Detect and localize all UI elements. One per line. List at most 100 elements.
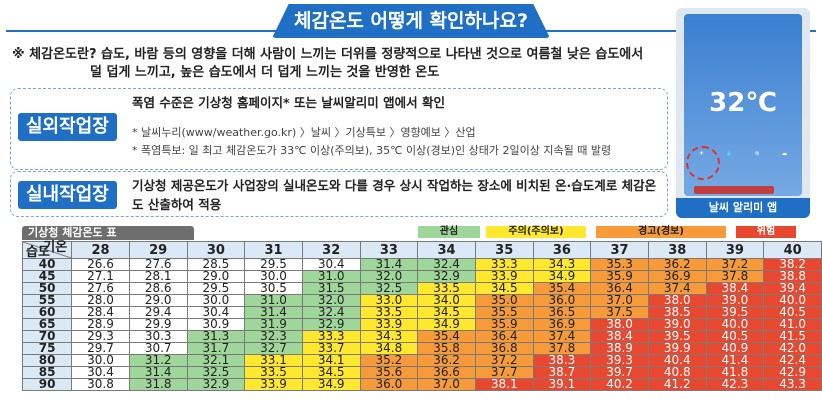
table-cell: 36.2 [417,354,476,367]
temp-header: 29 [128,241,188,259]
corner-temp-label: 기온 [43,240,68,255]
humidity-header: 85 [21,366,73,379]
humidity-header: 90 [21,378,73,391]
temp-header: 34 [417,241,476,259]
temp-header: 32 [301,241,361,259]
humidity-header: 40 [21,258,73,271]
table-cell: 38.8 [763,270,822,283]
table-row: 55 28.0 29.0 30.0 31.0 32.0 33.0 34.0 35.0 36.0 37… [21,294,822,307]
table-cell: 42.0 [763,342,822,355]
table-cell: 39.4 [763,282,822,295]
outdoor-bullet-2: * 폭염특보: 일 최고 체감온도가 33℃ 이상(주의보), 35℃ 이상(경… [132,144,612,157]
humidity-header: 45 [21,270,73,283]
table-cell: 29.5 [244,258,303,271]
table-cell: 30.0 [71,354,130,367]
table-cell: 41.4 [705,354,765,367]
humidity-header: 70 [21,330,73,343]
temp-header: 31 [244,241,303,259]
table-cell: 33.3 [301,330,361,343]
table-cell: 36.0 [359,378,419,391]
table-cell: 40.8 [647,366,707,379]
table-cell: 33.5 [244,366,303,379]
table-cell: 32.0 [301,294,361,307]
table-cell: 33.9 [244,378,303,391]
note-line-1: ※ 체감온도란? 습도, 바람 등의 영향을 더해 사람이 느끼는 더위를 정량… [12,47,644,62]
table-cell: 39.7 [590,366,649,379]
table-cell: 35.4 [532,282,592,295]
table-cell: 39.5 [647,330,707,343]
table-cell: 41.2 [647,378,707,391]
heat-index-table: 기온 습도 28 29 30 31 32 33 34 35 36 37 38 39 40 40 26.6 27.6… [21,240,822,391]
table-cell: 31.8 [128,378,188,391]
table-cell: 28.0 [71,294,130,307]
table-cell: 37.4 [647,282,707,295]
table-cell: 36.0 [532,294,592,307]
table-cell: 35.8 [417,342,476,355]
table-cell: 37.0 [590,294,649,307]
table-cell: 42.4 [763,354,822,367]
table-cell: 34.8 [359,342,419,355]
temp-header: 40 [763,241,822,259]
definition-note: ※ 체감온도란? 습도, 바람 등의 영향을 더해 사람이 느끼는 더위를 정량… [12,46,682,82]
table-cell: 30.8 [71,378,130,391]
table-cell: 34.9 [301,378,361,391]
table-cell: 37.2 [474,354,534,367]
table-row: 75 29.7 30.7 31.7 32.7 33.7 34.8 35.8 36.8 37.8 38… [21,342,822,355]
table-cell: 32.4 [417,258,476,271]
table-cell: 35.9 [590,270,649,283]
table-cell: 39.0 [705,294,765,307]
table-cell: 39.3 [590,354,649,367]
table-cell: 28.6 [128,282,188,295]
table-cell: 35.0 [474,294,534,307]
table-cell: 30.5 [244,282,303,295]
table-cell: 32.5 [359,282,419,295]
table-cell: 27.6 [128,258,188,271]
temp-header: 30 [186,241,246,259]
table-cell: 37.8 [705,270,765,283]
legend-level-2: 주의(주의보) [486,226,586,238]
table-cell: 40.4 [647,354,707,367]
table-corner: 기온 습도 [21,240,73,259]
table-cell: 36.4 [474,330,534,343]
table-row: 40 26.6 27.6 28.5 29.5 30.4 31.4 32.4 33.3 34.3 35… [21,258,822,271]
phone-label: 날씨 알리미 앱 [676,198,810,218]
legend-level-4: 위험 [736,226,796,238]
table-cell: 32.9 [186,378,246,391]
indoor-text: 기상청 제공온도가 사업장의 실내온도와 다를 경우 상시 작업하는 장소에 비… [132,178,657,212]
temp-header: 35 [474,241,534,259]
table-cell: 42.9 [763,366,822,379]
table-cell: 35.5 [474,306,534,319]
table-cell: 29.0 [186,270,246,283]
highlight-circle [686,146,720,180]
table-cell: 38.9 [590,342,649,355]
table-cell: 39.0 [647,318,707,331]
table-cell: 38.4 [705,282,765,295]
humidity-header: 80 [21,354,73,367]
temp-header: 37 [590,241,649,259]
indoor-tag: 실내작업장 [18,181,117,209]
table-cell: 28.9 [71,318,130,331]
table-cell: 34.1 [301,354,361,367]
temp-header: 39 [705,241,765,259]
table-cell: 36.9 [647,270,707,283]
table-cell: 43.3 [763,378,822,391]
table-row: 90 30.8 31.8 32.9 33.9 34.9 36.0 37.0 38.1 39.1 40… [21,378,822,391]
table-row: 45 27.1 28.1 29.0 30.0 31.0 32.0 32.9 33.9 34.9 35… [21,270,822,283]
table-cell: 29.4 [128,306,188,319]
page-banner: 체감온도 어떻게 확인하나요? [272,4,550,38]
table-cell: 34.5 [474,282,534,295]
table-cell: 31.3 [186,330,246,343]
table-cell: 29.0 [128,294,188,307]
table-cell: 37.4 [532,330,592,343]
table-cell: 40.5 [705,330,765,343]
table-row: 70 29.3 30.3 31.3 32.3 33.3 34.3 35.4 36.4 37.4 38… [21,330,822,343]
table-cell: 36.8 [474,342,534,355]
table-row: 60 28.4 29.4 30.4 31.4 32.4 33.5 34.5 35.5 36.5 37… [21,306,822,319]
indoor-section-box [10,171,668,217]
table-cell: 31.4 [359,258,419,271]
table-cell: 35.4 [417,330,476,343]
table-cell: 37.2 [705,258,765,271]
table-cell: 33.5 [359,306,419,319]
table-cell: 36.5 [532,306,592,319]
banner-underline [6,30,816,32]
